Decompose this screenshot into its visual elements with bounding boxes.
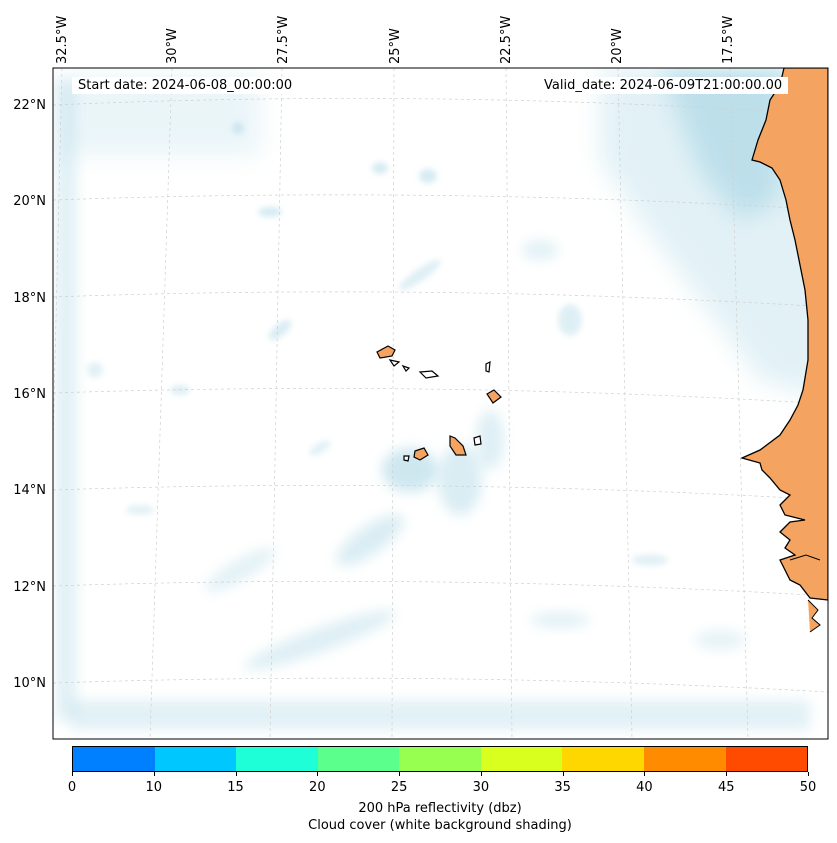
lon-label-17-5w: 17.5°W [721, 15, 736, 64]
colorbar-segment [73, 747, 155, 771]
lat-label-10n: 10°N [13, 676, 46, 691]
cloud-cover-shading [55, 68, 828, 730]
lon-label-22-5w: 22.5°W [499, 15, 514, 64]
colorbar-tick-label: 50 [799, 780, 817, 795]
colorbar-tick-mark [480, 772, 482, 776]
colorbar-tick-label: 30 [472, 780, 490, 795]
start-date-label: Start date: 2024-06-08_00:00:00 [72, 77, 299, 94]
colorbar-tick-mark [726, 772, 728, 776]
colorbar-tick-mark [644, 772, 646, 776]
lat-label-20n: 20°N [13, 194, 46, 209]
colorbar-segment [725, 747, 808, 771]
cape-verde-islands [376, 345, 502, 462]
gridlines [53, 68, 828, 739]
colorbar-segment [154, 747, 237, 771]
colorbar-segment [317, 747, 400, 771]
colorbar-tick-mark [399, 772, 401, 776]
colorbar-tick-mark [235, 772, 237, 776]
colorbar-tick-label: 20 [309, 780, 326, 795]
africa-land [740, 68, 828, 633]
colorbar-tick-label: 10 [145, 780, 163, 795]
colorbar-tick-mark [153, 772, 155, 776]
map-frame [52, 67, 829, 740]
colorbar-tick-label: 0 [67, 780, 77, 795]
colorbar-tick-mark [72, 772, 73, 776]
lon-label-27-5w: 27.5°W [276, 15, 291, 64]
colorbar-tick-mark [808, 772, 809, 776]
colorbar-label-cloud-cover: Cloud cover (white background shading) [308, 818, 572, 833]
colorbar-label-reflectivity: 200 hPa reflectivity (dbz) [358, 801, 522, 816]
colorbar-tick-label: 15 [227, 780, 244, 795]
lat-label-18n: 18°N [13, 291, 46, 306]
colorbar-segment [399, 747, 481, 771]
lon-label-30w: 30°W [165, 28, 180, 64]
lon-label-25w: 25°W [388, 28, 403, 64]
colorbar-segment [480, 747, 563, 771]
colorbar-tick-label: 35 [554, 780, 571, 795]
colorbar-tick-mark [562, 772, 564, 776]
lon-label-32-5w: 32.5°W [55, 15, 70, 64]
colorbar-tick-label: 25 [390, 780, 408, 795]
lat-label-12n: 12°N [13, 580, 46, 595]
colorbar-segment [643, 747, 726, 771]
lat-label-16n: 16°N [13, 387, 46, 402]
valid-date-label: Valid_date: 2024-06-09T21:00:00.00 [538, 77, 789, 94]
lon-label-20w: 20°W [610, 28, 625, 64]
lat-label-14n: 14°N [13, 483, 46, 498]
colorbar-segment [562, 747, 644, 771]
colorbar-tick-mark [317, 772, 319, 776]
colorbar-tick-label: 40 [636, 780, 653, 795]
colorbar-tick-label: 45 [717, 780, 735, 795]
lat-label-22n: 22°N [13, 98, 46, 113]
colorbar [72, 746, 808, 772]
colorbar-segment [236, 747, 318, 771]
